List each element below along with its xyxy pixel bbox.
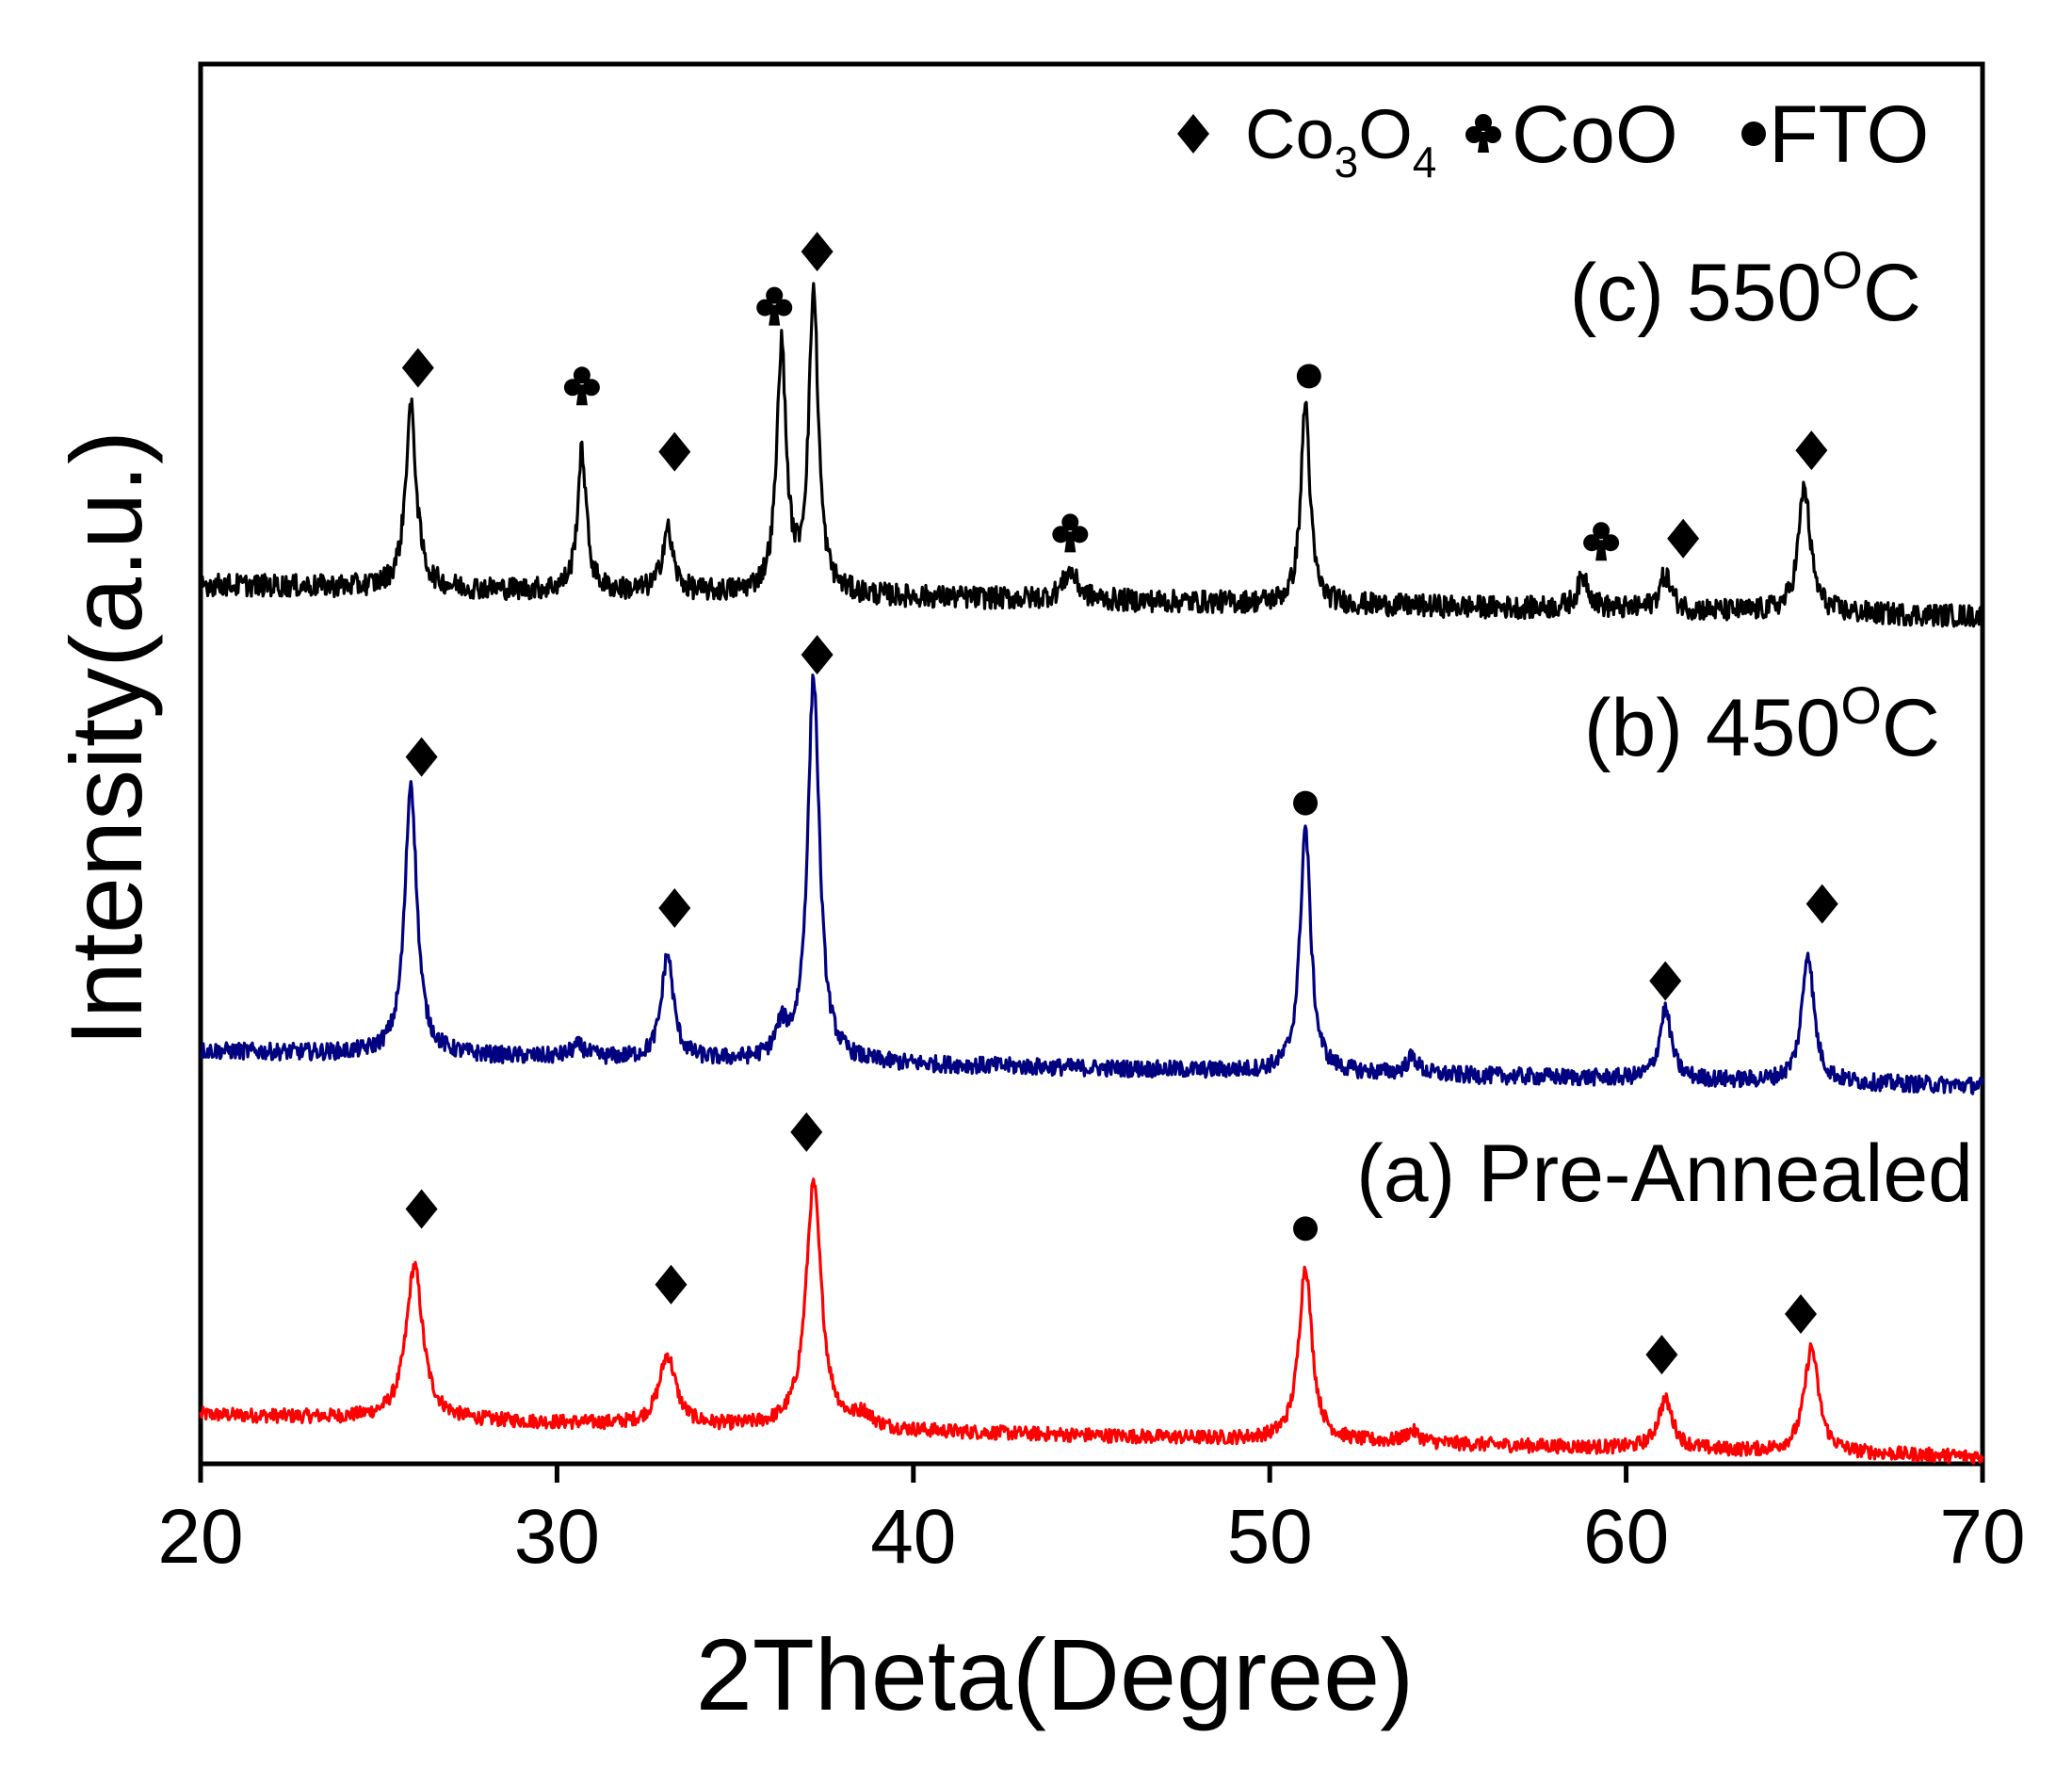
legend-label-coo: CoO [1512,89,1678,180]
series-line-a [199,1177,1984,1465]
legend: Co3O4 CoO FTO [1177,89,1929,187]
series-line-b [200,673,1984,1095]
x-tick-label-30: 30 [514,1494,600,1580]
peak-marker-club-c-5 [1052,513,1089,553]
x-tick-label-50: 50 [1227,1494,1313,1580]
peak-marker-diamond-b-5 [1805,884,1838,924]
series-line-c [199,282,1984,628]
y-axis-label: Intensity(a.u.) [49,430,163,1047]
x-axis: 20 30 40 50 60 70 [157,1464,2026,1580]
legend-diamond-icon [1177,114,1209,154]
legend-club-icon [1465,114,1501,153]
x-tick-label-40: 40 [870,1494,956,1580]
peak-marker-dot-b-3 [1293,790,1319,816]
series-layer [199,282,1984,1465]
series-labels: (a) Pre-Annealed (b) 450OC (c) 550OC [1356,240,1973,1219]
x-tick-label-60: 60 [1583,1494,1669,1580]
x-tick-label-20: 20 [157,1494,243,1580]
peak-marker-diamond-c-9 [1795,430,1828,471]
plot-frame [198,61,1985,1467]
series-label-c: (c) 550OC [1570,240,1921,338]
x-axis-label: 2Theta(Degree) [696,1617,1414,1731]
peak-marker-club-c-3 [756,286,793,326]
peak-marker-diamond-a-5 [1785,1293,1818,1334]
peak-marker-diamond-a-4 [1645,1335,1678,1375]
peak-marker-diamond-c-0 [401,348,434,388]
peak-marker-diamond-b-1 [658,888,691,929]
legend-dot-icon [1741,122,1766,146]
series-label-a: (a) Pre-Annealed [1356,1128,1973,1219]
peak-marker-diamond-a-2 [790,1112,823,1152]
peak-marker-dot-a-3 [1293,1216,1319,1241]
legend-label-co3o4: Co3O4 [1245,95,1436,187]
peak-marker-diamond-c-4 [801,232,834,272]
peak-marker-diamond-c-8 [1667,518,1700,559]
marker-layer [401,232,1838,1375]
peak-marker-diamond-b-4 [1649,961,1682,1001]
plot-area: (a) Pre-Annealed (b) 450OC (c) 550OC Co3O4… [198,61,1985,1467]
x-tick-label-70: 70 [1939,1494,2025,1580]
peak-marker-diamond-a-0 [405,1189,438,1229]
peak-marker-diamond-c-2 [658,431,691,472]
peak-marker-dot-c-6 [1296,364,1321,389]
peak-marker-club-c-7 [1583,522,1620,561]
peak-marker-diamond-b-2 [801,635,834,675]
legend-label-fto: FTO [1769,89,1929,180]
peak-marker-diamond-a-1 [655,1264,688,1305]
peak-marker-diamond-b-0 [405,737,438,777]
peak-marker-club-c-1 [563,366,600,406]
series-label-b: (b) 450OC [1584,675,1940,773]
